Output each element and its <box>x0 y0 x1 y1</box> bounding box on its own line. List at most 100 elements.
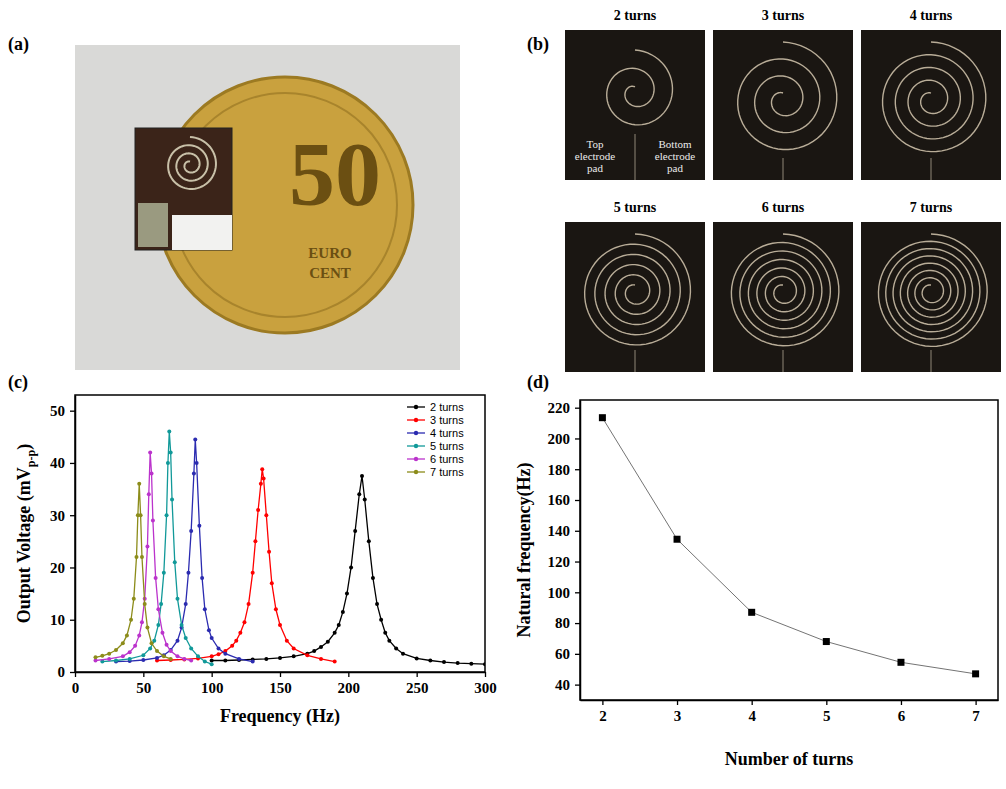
x-axis-tick-label: 300 <box>474 680 497 696</box>
y-axis-tick-mark <box>575 561 580 562</box>
data-point <box>155 656 159 660</box>
data-point <box>599 414 606 421</box>
x-axis-tick: 2 <box>599 700 607 724</box>
data-point <box>230 644 234 648</box>
x-axis-tick-label: 7 <box>972 708 980 724</box>
data-point <box>375 602 379 606</box>
tile-label: Bottomelectrodepad <box>655 138 695 174</box>
data-point <box>367 539 371 543</box>
tile-title: 6 turns <box>762 200 805 215</box>
y-axis-title-part: Output Voltage (mV <box>14 467 35 623</box>
chart: 234567406080100120140160180200220Number … <box>514 400 999 769</box>
plot-frame <box>580 400 998 700</box>
data-point <box>169 649 173 653</box>
data-point <box>210 662 214 666</box>
legend-swatch-marker <box>414 418 418 422</box>
plot-frame <box>75 395 485 672</box>
data-point <box>260 467 264 471</box>
tile-photo <box>565 222 705 372</box>
data-point <box>292 654 296 658</box>
data-point <box>305 653 309 657</box>
legend-swatch-marker <box>414 457 418 461</box>
data-point <box>197 524 201 528</box>
chip-pad <box>138 203 168 247</box>
photo-tile: 5 turns <box>565 200 705 372</box>
x-axis-tick-mark <box>677 700 678 705</box>
data-point <box>823 638 830 645</box>
data-point <box>195 461 199 465</box>
x-axis-tick-label: 50 <box>136 680 151 696</box>
y-axis-tick-label: 40 <box>555 677 570 693</box>
x-axis-tick-mark <box>417 672 418 677</box>
data-point <box>128 650 132 654</box>
y-axis-tick-mark <box>70 620 75 621</box>
data-point <box>251 660 255 664</box>
data-point <box>114 648 118 652</box>
data-point <box>253 539 257 543</box>
legend-label: 3 turns <box>430 414 464 426</box>
legend-label: 5 turns <box>430 440 464 452</box>
data-point <box>193 437 197 441</box>
series <box>599 414 979 677</box>
x-axis-line <box>581 700 999 702</box>
y-axis-tick-mark <box>575 438 580 439</box>
plot-marks <box>94 430 486 667</box>
chart: 05010015020025030001020304050Frequency (… <box>14 395 497 727</box>
data-point <box>184 602 188 606</box>
coin-text: EURO <box>308 245 351 261</box>
series-line <box>602 418 975 674</box>
data-point <box>349 565 353 569</box>
data-point <box>167 430 171 434</box>
data-point <box>379 618 383 622</box>
tile-photo <box>565 30 705 180</box>
y-axis-title: Natural frequency(Hz) <box>514 462 535 637</box>
tile-title: 2 turns <box>614 8 657 23</box>
data-point <box>148 450 152 454</box>
y-axis: 406080100120140160180200220 <box>548 400 581 701</box>
legend-swatch-marker <box>414 470 418 474</box>
data-point <box>145 545 149 549</box>
tile-trace <box>635 134 636 180</box>
tile-trace <box>635 350 636 372</box>
x-axis-tick: 6 <box>898 700 906 724</box>
y-axis-tick-label: 100 <box>548 585 571 601</box>
y-axis-tick-label: 180 <box>548 462 571 478</box>
data-point <box>210 636 214 640</box>
data-point <box>357 492 361 496</box>
data-point <box>166 461 170 465</box>
y-axis-tick: 40 <box>555 677 580 693</box>
data-point <box>140 555 144 559</box>
y-axis-tick-mark <box>575 623 580 624</box>
data-point <box>442 660 446 664</box>
y-axis-tick-label: 80 <box>555 615 570 631</box>
y-axis-tick: 0 <box>58 664 76 680</box>
data-point <box>121 641 125 645</box>
data-point <box>107 657 111 661</box>
tile-spiral <box>731 234 838 346</box>
data-point <box>150 641 154 645</box>
x-axis-tick: 250 <box>406 672 429 696</box>
data-point <box>160 631 164 635</box>
data-point <box>333 631 337 635</box>
series <box>100 430 213 667</box>
data-point <box>897 659 904 666</box>
y-axis-tick-mark <box>575 408 580 409</box>
tile-photo <box>713 30 853 180</box>
data-point <box>182 657 186 661</box>
tile-spiral <box>585 234 691 345</box>
legend-label: 6 turns <box>430 453 464 465</box>
legend: 2 turns3 turns4 turns5 turns6 turns7 tur… <box>407 401 464 478</box>
data-point <box>674 536 681 543</box>
x-axis-tick-mark <box>75 672 76 677</box>
y-axis-tick-label: 160 <box>548 492 571 508</box>
series <box>210 474 485 666</box>
data-point <box>456 661 460 665</box>
x-axis-tick: 5 <box>823 700 831 724</box>
panel-label: (b) <box>527 34 549 55</box>
data-point <box>186 571 190 575</box>
y-axis-tick-mark <box>70 672 75 673</box>
data-point <box>292 646 296 650</box>
x-axis-tick: 100 <box>201 672 224 696</box>
x-axis-title: Frequency (Hz) <box>220 706 340 727</box>
data-point <box>469 662 473 666</box>
